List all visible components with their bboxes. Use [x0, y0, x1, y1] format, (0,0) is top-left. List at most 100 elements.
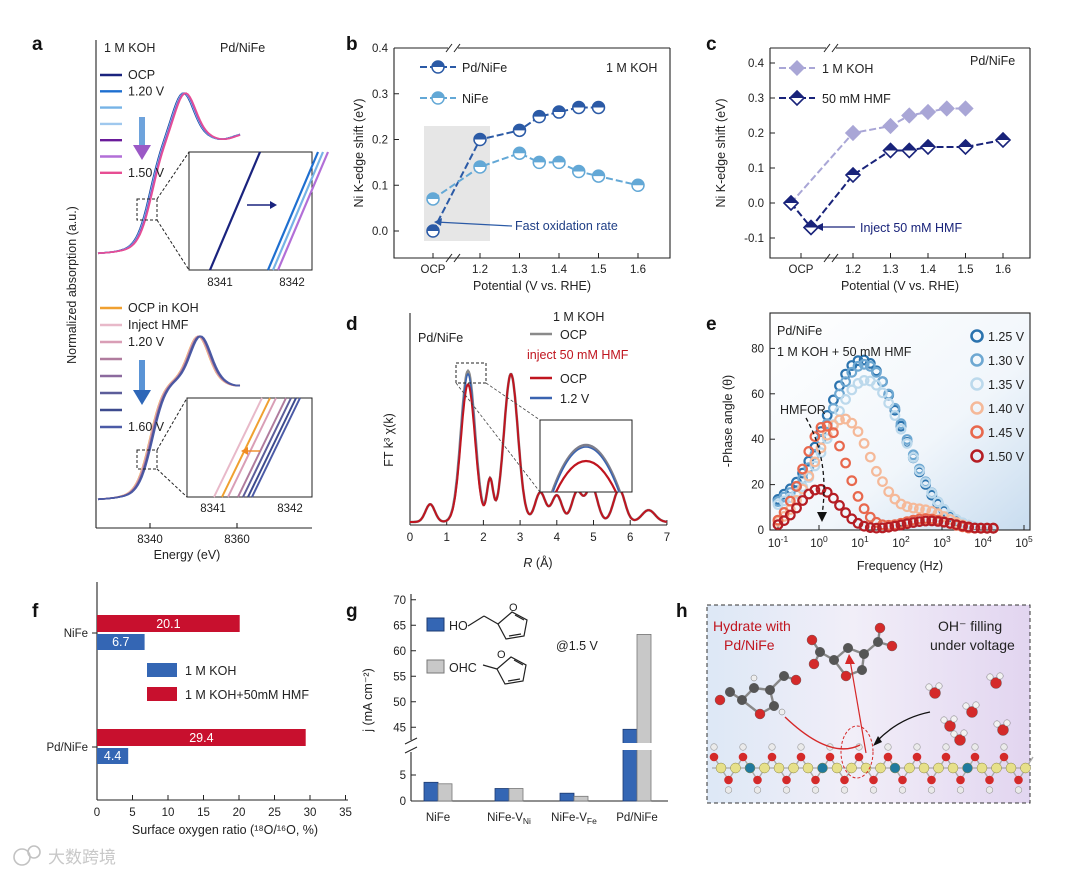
panel-g-note: @1.5 V [556, 639, 599, 653]
panel-g-ytick-label: 70 [393, 595, 406, 607]
panel-c-xtick-label: 1.6 [995, 264, 1011, 276]
panel-b-point-fill [427, 225, 439, 231]
panel-e-point [864, 522, 876, 533]
panel-g-bar [622, 728, 638, 802]
panel-c-bottom-break-mark [823, 253, 831, 263]
panel-e-legend-marker [970, 353, 984, 367]
panel-h-hydrogen-atom [927, 786, 936, 794]
panel-h-atom [972, 701, 980, 709]
panel-h-atom [750, 674, 758, 682]
panel-h-metal-atom [947, 762, 959, 774]
panel-d-inset-red [555, 460, 617, 493]
panel-h-atom [843, 643, 854, 654]
panel-e-point [871, 465, 882, 477]
panel-e-point [907, 517, 919, 528]
panel-g-bar-break [618, 743, 662, 750]
panel-g-bar [437, 783, 453, 802]
panel-f-category-label: NiFe [64, 628, 88, 640]
panel-e-point [772, 514, 784, 526]
panel-h-metal-atom [773, 762, 785, 774]
panel-f-bar-label-hmf: 20.1 [156, 617, 180, 631]
panel-e-point [828, 420, 839, 431]
panel-e-point [828, 427, 839, 439]
panel-b-xtick-label: 1.5 [591, 264, 607, 276]
panel-g-ytick-label: 45 [393, 722, 406, 734]
panel-g-bar [494, 788, 510, 802]
panel-d-zoom-line [455, 382, 541, 493]
panel-c-ytick-label: 0.1 [748, 163, 764, 175]
panel-d-ylabel: FT k³ χ(k) [382, 413, 396, 467]
panel-a-top-zoom-box [136, 198, 158, 221]
panel-h-oxygen-atom [970, 752, 980, 762]
panel-h-hydrogen-atom [739, 743, 747, 751]
panel-e-point [809, 484, 821, 496]
panel-h-atom [725, 687, 736, 698]
panel-a-bottom-inset-line [221, 397, 271, 498]
panel-h-metal-atom [1020, 762, 1031, 774]
panel-h-atom [990, 677, 1002, 689]
panel-b-annotation-arrow [435, 221, 513, 227]
panel-a-bottom-inset-line [242, 397, 292, 498]
panel-a-bottom-legend: OCP in KOH Inject HMF 1.20 V 1.60 V [100, 301, 199, 434]
panel-e-legend-label: 1.25 V [988, 330, 1025, 344]
panel-c-point-fill [902, 143, 917, 151]
panel-g-ytick-label: 50 [393, 697, 406, 709]
panel-c-xtick-label: OCP [789, 264, 814, 276]
panel-h-atom [806, 634, 818, 646]
panel-a-bottom-spectra [97, 335, 241, 501]
panel-g-category-label: Pd/NiFe [616, 812, 658, 824]
panel-b-legend-nife: NiFe [462, 92, 488, 106]
panel-b-point-fill [513, 124, 526, 131]
panel-e-ytick-label: 20 [751, 480, 764, 492]
svg-text:O: O [509, 602, 518, 614]
panel-b-point-fill [553, 106, 565, 113]
panel-c-series-line [790, 139, 1004, 230]
panel-e-point [889, 520, 901, 532]
panel-a-bottom-inset-line [237, 397, 287, 498]
panel-b-point-fill [553, 156, 565, 163]
panel-a-top-legend: OCP 1.20 V 1.50 V [100, 68, 165, 180]
panel-h-metal-atom [991, 762, 1002, 774]
panel-b-ytick-label: 0.0 [372, 226, 388, 238]
panel-e-point [877, 387, 888, 399]
panel-d-xlabel-symbol: R [523, 556, 532, 570]
panel-e-point [791, 502, 802, 514]
panel-b-xtick-label: 1.2 [472, 264, 488, 276]
panel-h-oxygen-atom [1014, 775, 1023, 785]
panel-c-ytick-label: 0.3 [748, 93, 764, 105]
panel-a-bottom-legend-label: Inject HMF [128, 318, 189, 332]
panel-h-oxygen-atom [869, 775, 878, 785]
panel-h-atom [749, 683, 760, 694]
panel-b-title: 1 M KOH [606, 61, 657, 75]
panel-e-legend-label: 1.50 V [988, 450, 1025, 464]
panel-h-atom [737, 695, 748, 706]
panel-h-metal-atom [730, 762, 741, 774]
panel-a-top-spectrum [97, 92, 241, 255]
panel-h-atom [873, 637, 884, 648]
panel-h-oxygen-atom [985, 775, 994, 785]
panel-b-xtick-label: 1.6 [630, 264, 646, 276]
panel-label-d: d [346, 314, 358, 335]
panel-c-legend-hmf: 50 mM HMF [822, 92, 891, 106]
panel-h-metal-atom [933, 762, 944, 774]
panel-e-point [834, 440, 845, 452]
panel-h-oxygen-atom [927, 775, 936, 785]
panel-e-point [809, 431, 821, 443]
panel-e-point [871, 366, 882, 378]
panel-e-xtick-label: 105 [1015, 534, 1033, 550]
panel-h-metal-atom [918, 762, 930, 774]
panel-g-legend-ohc: OHC [449, 661, 477, 675]
panel-h-atom [829, 655, 840, 666]
panel-d-inset-blue [552, 446, 620, 493]
panel-h-black-arrow [877, 711, 931, 741]
panel-c-point-fill [846, 168, 860, 175]
panel-h-metal-atom [1005, 762, 1017, 774]
panel-e-point [883, 397, 895, 409]
panel-h-atom [950, 730, 958, 738]
panel-b-point-fill [513, 147, 526, 154]
panel-a-bottom-inset-tick: 8342 [277, 503, 303, 515]
panel-b-point-fill [427, 192, 439, 199]
panel-g-ytick-label: 0 [400, 796, 406, 808]
panel-h-atom [966, 706, 978, 718]
